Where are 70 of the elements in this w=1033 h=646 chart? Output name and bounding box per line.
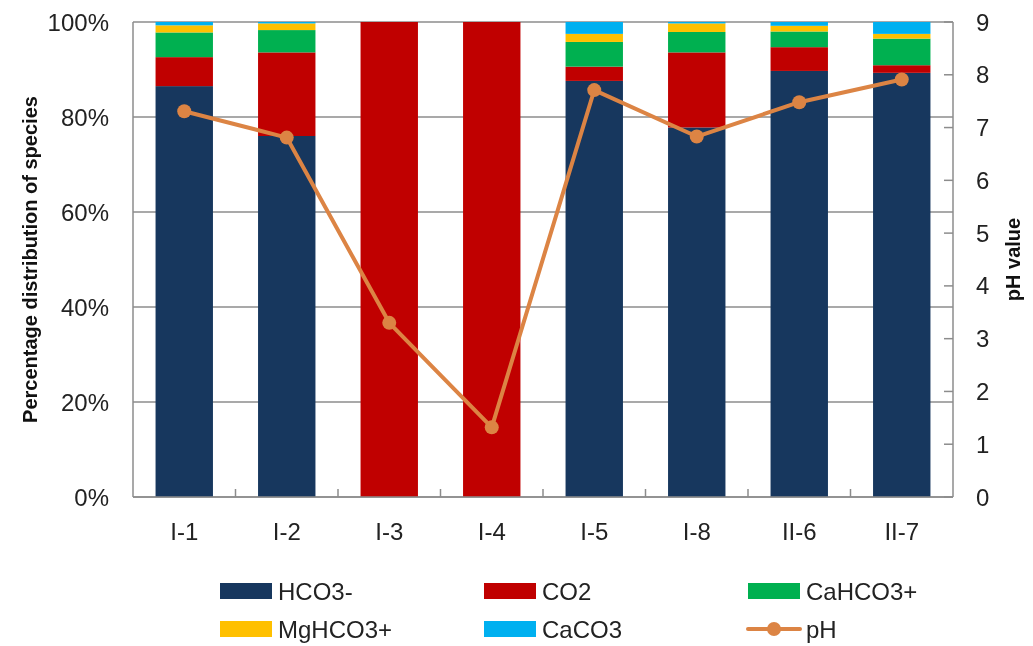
bar: [155, 22, 213, 26]
bar: [360, 22, 418, 497]
point: [894, 72, 909, 87]
x-tick-label: I-1: [170, 517, 199, 545]
legend-label: CaHCO3+: [806, 577, 918, 605]
x-tick-label: II-7: [884, 517, 920, 545]
bar: [565, 41, 623, 67]
bar: [463, 22, 521, 497]
bar: [668, 23, 726, 32]
bar: [873, 38, 931, 66]
bar: [258, 136, 316, 497]
y2-tick-label: 3: [976, 325, 990, 353]
y2-tick-label: 7: [976, 114, 990, 142]
y2-tick-label: 4: [976, 272, 990, 300]
bar: [873, 65, 931, 73]
bar: [668, 52, 726, 128]
point: [382, 315, 397, 330]
legend-label: HCO3-: [278, 577, 353, 605]
bar: [873, 72, 931, 497]
point: [792, 95, 807, 110]
bar: [258, 52, 316, 136]
bar: [873, 33, 931, 39]
y-tick-label: 0%: [74, 483, 109, 511]
x-tick-label: I-3: [375, 517, 404, 545]
y2-tick-label: 0: [976, 483, 990, 511]
y2-tick-label: 2: [976, 377, 990, 405]
x-tick-label: I-8: [682, 517, 711, 545]
legend-label: pH: [806, 615, 837, 643]
point: [177, 104, 192, 119]
point: [689, 129, 704, 144]
bar: [258, 23, 316, 31]
legend-label: CaCO3: [542, 615, 623, 643]
bar: [770, 47, 828, 71]
y2-axis-title: pH value: [1002, 217, 1024, 302]
y-tick-label: 20%: [60, 388, 109, 416]
legend-label: MgHCO3+: [278, 615, 393, 643]
y-tick-label: 40%: [60, 293, 109, 321]
bar: [668, 31, 726, 53]
bar: [770, 31, 828, 48]
y2-tick-label: 8: [976, 61, 990, 89]
bar: [668, 127, 726, 497]
x-tick-label: I-4: [477, 517, 506, 545]
legend-label: CO2: [542, 577, 592, 605]
y-tick-label: 80%: [60, 103, 109, 131]
y2-tick-label: 9: [976, 8, 990, 36]
x-tick-label: I-2: [272, 517, 301, 545]
bar: [155, 86, 213, 497]
y2-tick-label: 1: [976, 430, 990, 458]
bar: [565, 22, 623, 34]
bar: [565, 80, 623, 497]
y2-tick-label: 6: [976, 166, 990, 194]
x-tick-label: II-6: [781, 517, 817, 545]
bar: [155, 25, 213, 33]
y2-tick-label: 5: [976, 219, 990, 247]
point: [587, 83, 602, 98]
y-axis-title: Percentage distribution of species: [19, 96, 41, 423]
y-tick-label: 60%: [60, 198, 109, 226]
bar: [873, 22, 931, 34]
bar: [770, 70, 828, 497]
point: [279, 130, 294, 145]
bar: [565, 33, 623, 42]
bar: [155, 57, 213, 87]
y-tick-label: 100%: [47, 8, 109, 36]
bar: [770, 22, 828, 26]
point: [484, 420, 499, 435]
bar: [155, 32, 213, 58]
bar: [258, 30, 316, 53]
bar: [770, 25, 828, 32]
bar: [565, 66, 623, 81]
x-tick-label: I-5: [580, 517, 609, 545]
